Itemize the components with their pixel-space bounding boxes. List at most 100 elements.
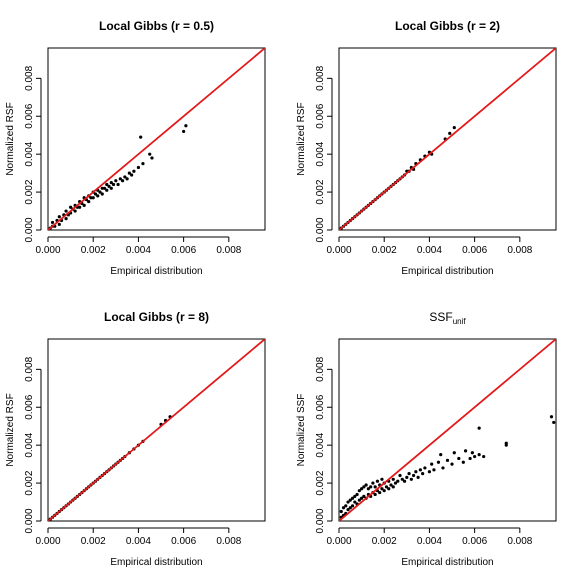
y-tick-label: 0.000 <box>315 217 326 242</box>
y-tick-label: 0.002 <box>315 470 326 495</box>
y-tick-label: 0.004 <box>24 432 35 457</box>
data-point <box>396 479 400 483</box>
data-point <box>391 477 395 481</box>
data-point <box>120 179 125 183</box>
y-tick-label: 0.000 <box>315 508 326 533</box>
data-point <box>452 451 456 455</box>
data-point <box>398 473 402 478</box>
data-point <box>482 454 486 459</box>
data-point <box>91 196 95 200</box>
data-point <box>346 508 350 512</box>
data-point <box>421 472 425 476</box>
x-tick-label: 0.004 <box>126 245 151 256</box>
data-point <box>64 209 68 213</box>
data-point <box>78 205 82 209</box>
data-point <box>350 504 355 508</box>
data-point <box>348 498 352 502</box>
data-point <box>477 426 481 430</box>
chart-title: Local Gibbs (r = 2) <box>395 19 500 33</box>
data-point <box>57 222 61 226</box>
data-point <box>93 192 98 196</box>
data-point <box>353 500 357 504</box>
y-tick-label: 0.000 <box>24 217 35 242</box>
data-point <box>452 126 456 130</box>
data-point <box>448 131 452 135</box>
data-point <box>109 181 113 185</box>
data-point <box>82 203 86 207</box>
data-point <box>118 177 122 181</box>
data-point <box>457 456 461 461</box>
data-point <box>414 470 418 474</box>
data-point <box>430 462 434 466</box>
data-point <box>148 152 152 156</box>
data-point <box>357 489 361 493</box>
data-point <box>50 220 55 225</box>
data-point <box>341 506 346 510</box>
y-axis-label: Normalized RSF <box>5 102 16 175</box>
data-point <box>64 217 68 221</box>
data-layer <box>48 48 265 230</box>
data-point <box>360 487 364 491</box>
data-point <box>357 498 361 502</box>
x-tick-label: 0.004 <box>417 536 442 547</box>
data-point <box>477 453 481 457</box>
data-point <box>100 192 104 196</box>
x-tick-label: 0.006 <box>171 245 196 256</box>
data-point <box>107 184 111 188</box>
data-point <box>105 188 109 192</box>
data-layer <box>48 339 265 521</box>
data-point <box>89 196 93 200</box>
chart-panel-ssf-unif: SSFunif Empirical distribution Normalized … <box>296 310 557 568</box>
identity-line <box>48 48 265 230</box>
y-tick-label: 0.004 <box>24 141 35 166</box>
y-tick-label: 0.002 <box>315 179 326 204</box>
data-point <box>409 477 413 481</box>
x-tick-label: 0.008 <box>216 245 241 256</box>
y-tick-label: 0.004 <box>315 141 326 166</box>
data-point <box>380 487 384 491</box>
y-tick-label: 0.004 <box>315 432 326 457</box>
y-tick-label: 0.006 <box>315 103 326 128</box>
data-point <box>391 485 395 489</box>
data-point <box>339 509 343 514</box>
x-tick-label: 0.004 <box>417 245 442 256</box>
chart-title: SSFunif <box>429 310 466 326</box>
data-point <box>362 494 366 498</box>
chart-title-subscript: unif <box>453 317 467 326</box>
data-point <box>105 182 109 187</box>
data-point <box>369 485 373 489</box>
data-point <box>130 173 134 177</box>
y-tick-label: 0.006 <box>24 103 35 128</box>
data-point <box>470 451 474 455</box>
chart-title: Local Gibbs (r = 8) <box>104 310 209 324</box>
identity-line <box>339 339 556 521</box>
x-tick-label: 0.000 <box>35 245 60 256</box>
data-point <box>387 487 391 491</box>
data-point <box>136 165 141 170</box>
data-point <box>473 454 477 459</box>
data-point <box>360 496 364 500</box>
data-point <box>355 492 359 497</box>
data-point <box>468 456 472 461</box>
data-point <box>100 186 104 190</box>
data-point <box>411 473 416 478</box>
plot-frame <box>47 47 266 231</box>
data-point <box>366 487 370 491</box>
data-point <box>57 215 61 219</box>
data-point <box>348 506 352 510</box>
data-point <box>382 489 386 493</box>
y-tick-label: 0.008 <box>315 356 326 381</box>
data-point <box>373 485 377 489</box>
data-point <box>380 477 384 481</box>
data-point <box>441 466 445 470</box>
y-axis-label: Normalized RSF <box>296 102 307 175</box>
data-point <box>114 179 118 183</box>
x-tick-label: 0.006 <box>462 536 487 547</box>
data-point <box>96 194 100 198</box>
data-point <box>111 182 116 187</box>
data-point <box>384 485 389 489</box>
y-tick-label: 0.002 <box>24 470 35 495</box>
data-point <box>463 449 468 453</box>
identity-line <box>339 48 556 230</box>
data-point <box>378 490 382 495</box>
